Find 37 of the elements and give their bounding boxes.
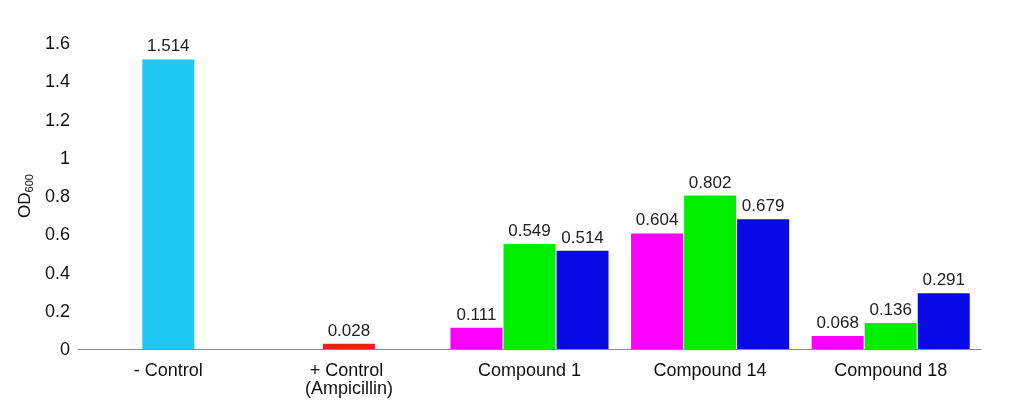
y-tick-label: 1.6 (44, 33, 70, 53)
y-tick-label: 0 (59, 339, 70, 359)
bar (142, 59, 195, 349)
x-tick-label: Compound 1 (477, 360, 582, 380)
bar (864, 322, 917, 349)
data-label: 0.514 (561, 227, 604, 247)
bar (811, 336, 864, 349)
bar (450, 327, 503, 349)
x-tick-label: Compound 18 (834, 360, 948, 380)
bar (322, 343, 375, 349)
data-label: 0.802 (688, 172, 732, 192)
x-tick-label: + Control (Ampicillin) (304, 360, 393, 398)
data-label: 0.068 (816, 312, 859, 332)
y-tick-label: 0.4 (44, 262, 70, 283)
data-label: 0.679 (741, 196, 785, 216)
y-tick-label: 1.2 (44, 109, 70, 130)
y-tick-label: 0.6 (44, 224, 70, 245)
y-tick-label: 1.4 (44, 71, 70, 92)
data-label: 0.549 (508, 221, 551, 240)
y-tick-label: 1 (59, 147, 70, 168)
data-label: 0.111 (456, 304, 497, 324)
bar (503, 244, 556, 349)
bar (737, 219, 790, 349)
data-label: 0.291 (922, 270, 966, 290)
y-tick-label: 0.2 (44, 300, 70, 321)
y-axis-title: OD600 (15, 174, 35, 218)
data-label: 0.028 (327, 320, 371, 340)
data-label: 1.514 (147, 36, 190, 56)
y-tick-label: 0.8 (44, 186, 70, 206)
x-tick-label: - Control (133, 360, 203, 380)
data-label: 0.136 (869, 299, 912, 319)
data-label: 0.604 (635, 210, 679, 230)
bar (631, 233, 684, 349)
x-tick-label: Compound 14 (653, 360, 767, 380)
bar (917, 293, 970, 349)
bar (684, 195, 737, 349)
bar (556, 250, 609, 349)
